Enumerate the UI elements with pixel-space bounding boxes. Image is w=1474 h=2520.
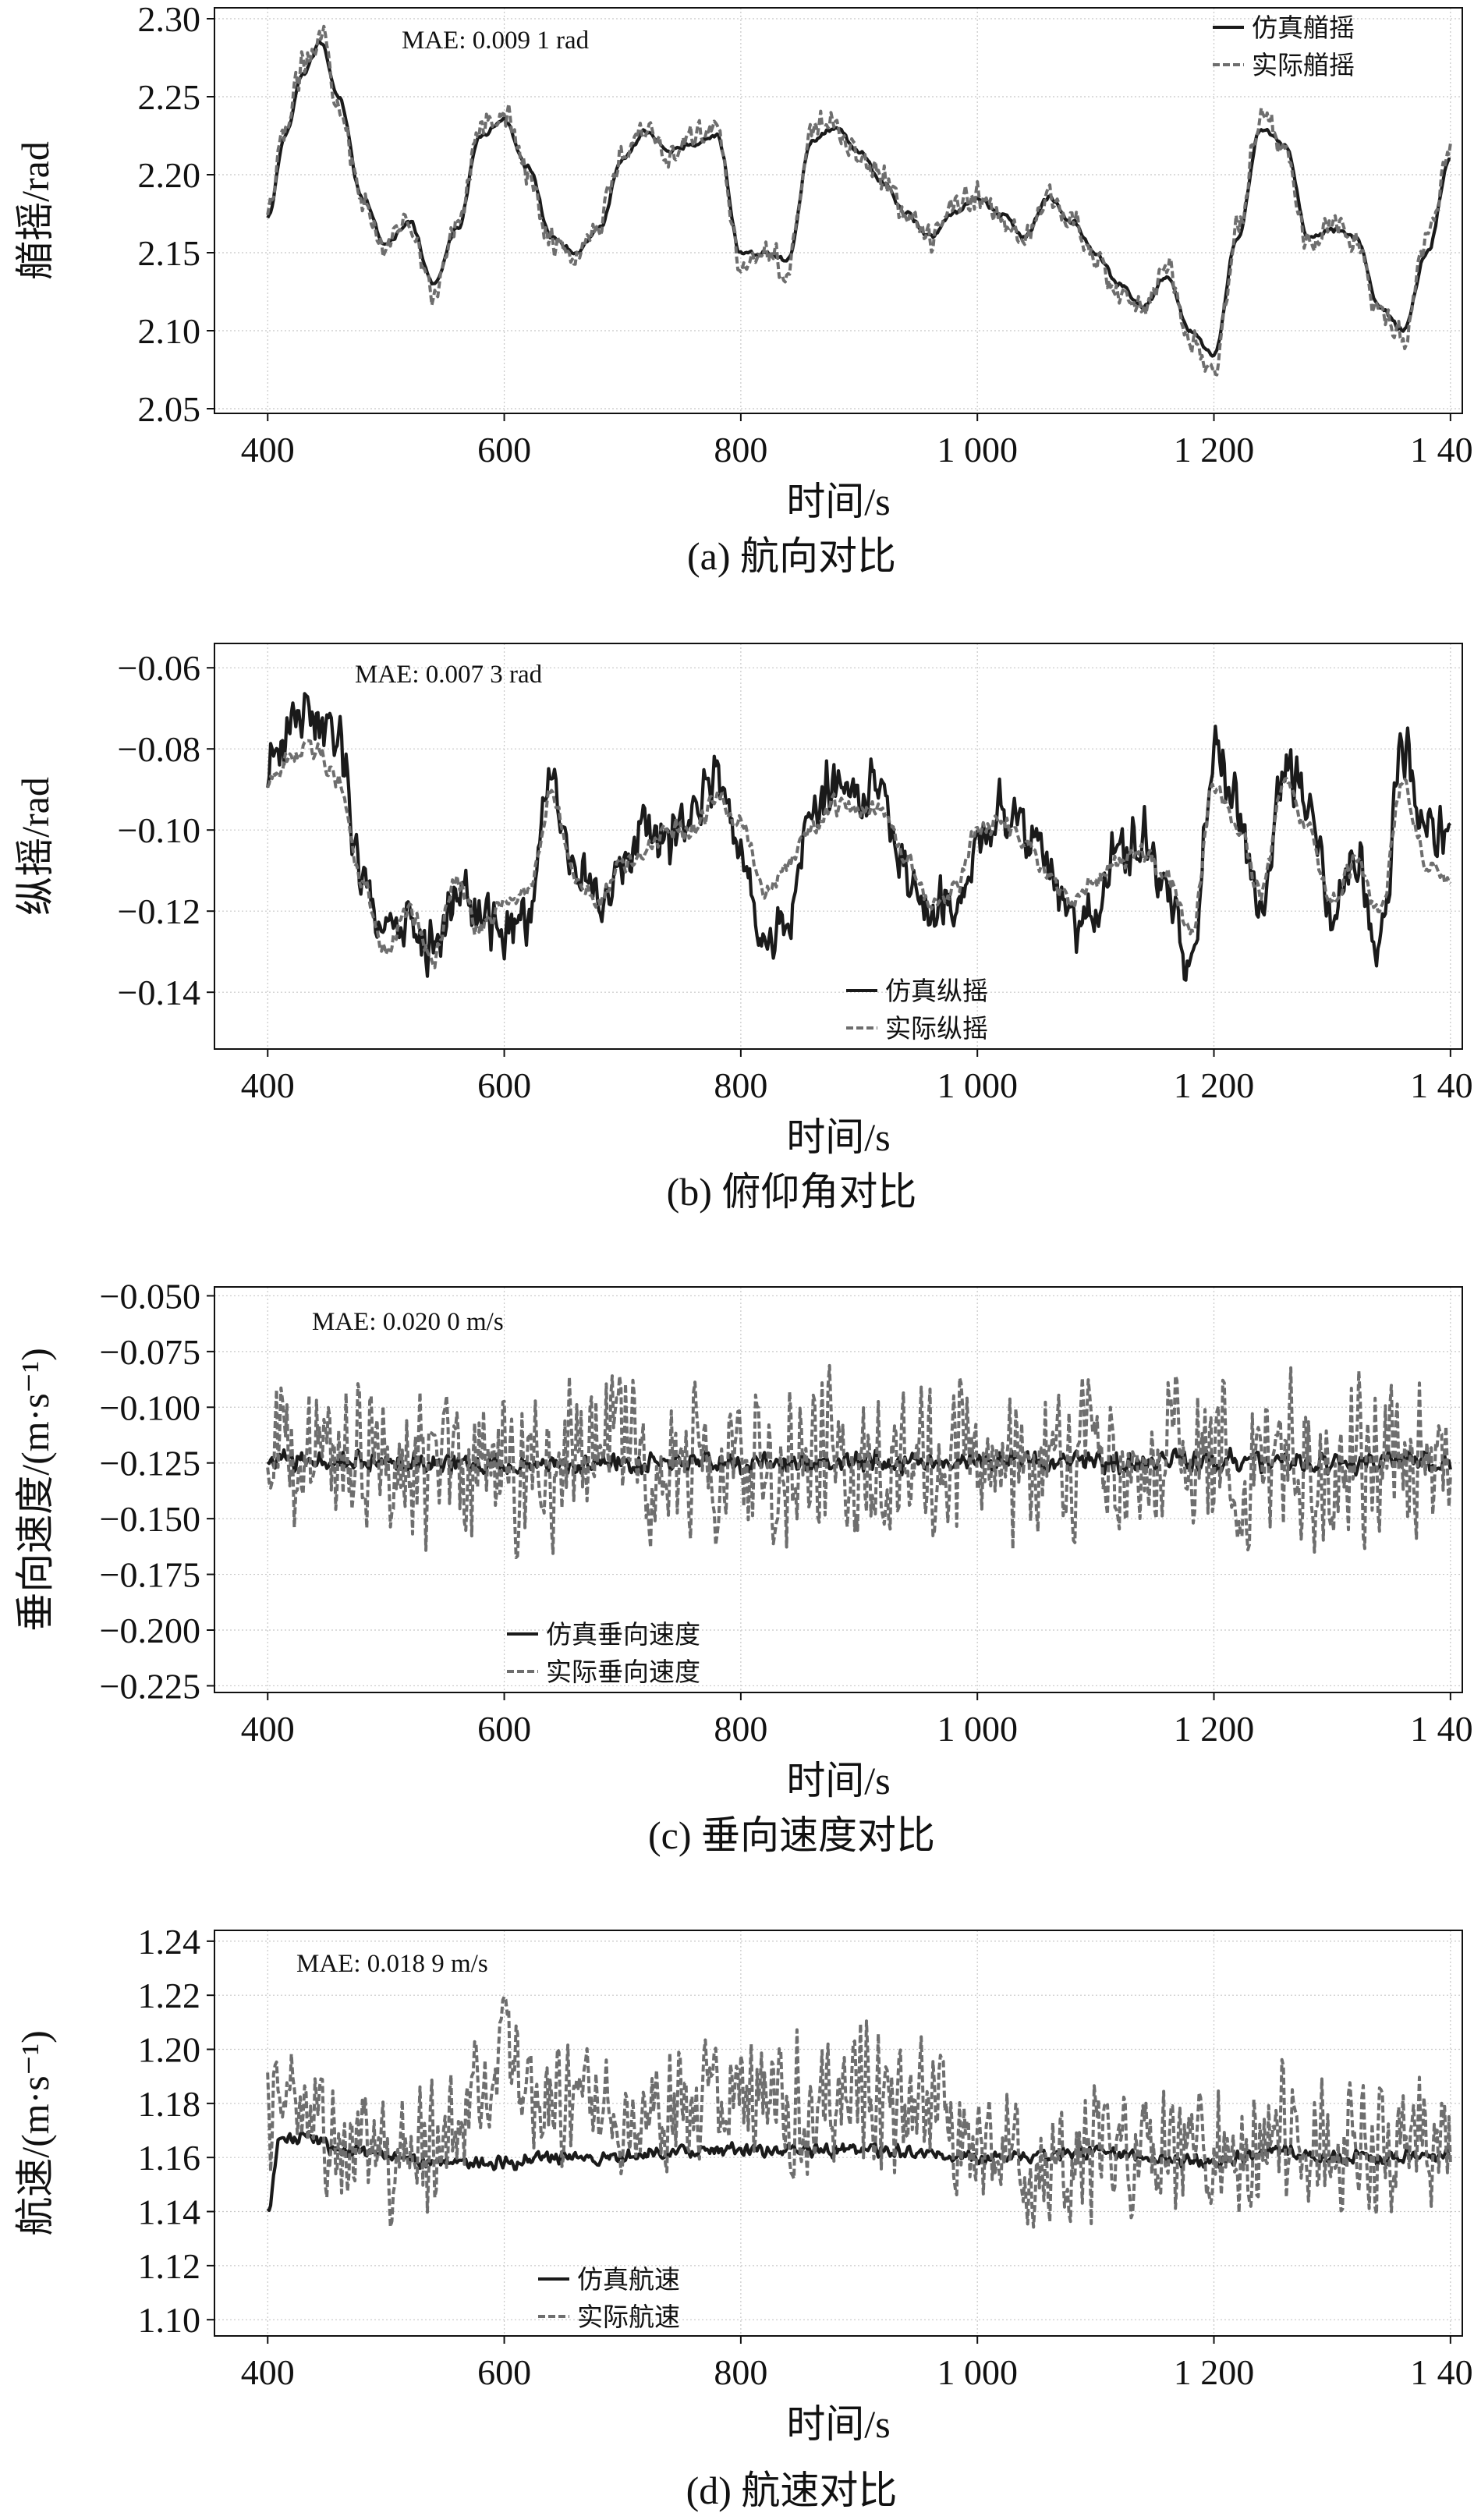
chart-panel-c: 400 600 800 1 000 1 200 1 400 −0.225 −0.200 −0.1… <box>13 1276 1474 1857</box>
legend-label: 仿真垂向速度 <box>546 1621 700 1650</box>
y-axis-label: 艏摇/rad <box>13 141 57 280</box>
x-tick-label: 1 200 <box>1174 2352 1255 2392</box>
x-axis-label: 时间/s <box>786 2402 890 2446</box>
legend-label: 仿真艏摇 <box>1252 14 1355 43</box>
plot-frame <box>214 7 1463 414</box>
y-tick-label: 1.18 <box>138 2084 201 2124</box>
y-tick-label: 2.05 <box>138 389 201 429</box>
y-tick-label: −0.06 <box>118 648 200 688</box>
series-line-actual <box>266 1995 1452 2229</box>
x-tick-label: 1 400 <box>1410 1065 1474 1105</box>
x-axis-label: 时间/s <box>786 1759 890 1802</box>
mae-annotation: MAE: 0.020 0 m/s <box>312 1308 504 1336</box>
x-tick-label: 1 200 <box>1174 1065 1255 1105</box>
x-axis-label: 时间/s <box>786 480 890 523</box>
plot-frame <box>214 1286 1463 1693</box>
legend-label: 实际垂向速度 <box>546 1658 700 1687</box>
y-tick-label: −0.10 <box>118 810 200 850</box>
chart-panel-b: 400 600 800 1 000 1 200 1 400 −0.14 −0.12 −0.10 −… <box>13 643 1474 1214</box>
legend-label: 实际艏摇 <box>1252 51 1355 80</box>
x-tick-label: 400 <box>241 1709 295 1749</box>
y-tick-label: 1.10 <box>138 2300 201 2340</box>
y-tick-label: −0.125 <box>100 1444 200 1483</box>
y-tick-label: 1.16 <box>138 2138 201 2178</box>
y-axis-label: 纵摇/rad <box>13 777 57 916</box>
series-line-actual <box>266 1363 1452 1559</box>
y-tick-label: −0.175 <box>100 1555 200 1595</box>
panel-caption: (c) 垂向速度对比 <box>648 1813 935 1857</box>
mae-annotation: MAE: 0.018 9 m/s <box>296 1950 488 1978</box>
legend-label: 实际航速 <box>577 2303 680 2332</box>
x-tick-label: 1 400 <box>1410 1709 1474 1749</box>
x-tick-label: 800 <box>714 430 767 470</box>
x-tick-label: 400 <box>241 1065 295 1105</box>
series-line-actual <box>266 24 1452 377</box>
plot-frame <box>214 643 1463 1050</box>
x-tick-label: 1 000 <box>937 1709 1018 1749</box>
x-tick-label: 1 000 <box>937 1065 1018 1105</box>
x-tick-label: 600 <box>477 1065 531 1105</box>
y-tick-label: 2.10 <box>138 311 201 351</box>
x-tick-label: 1 400 <box>1410 430 1474 470</box>
x-axis-label: 时间/s <box>786 1115 890 1159</box>
x-tick-label: 1 000 <box>937 430 1018 470</box>
y-tick-label: 1.12 <box>138 2246 201 2286</box>
mae-annotation: MAE: 0.007 3 rad <box>355 661 543 689</box>
y-tick-label: −0.12 <box>118 891 200 931</box>
y-tick-label: −0.14 <box>118 973 200 1012</box>
y-tick-label: 1.20 <box>138 2030 201 2070</box>
panel-caption: (b) 俯仰角对比 <box>667 1170 917 1214</box>
x-tick-label: 1 400 <box>1410 2352 1474 2392</box>
x-tick-label: 400 <box>241 430 295 470</box>
x-tick-label: 1 200 <box>1174 430 1255 470</box>
x-tick-label: 400 <box>241 2352 295 2392</box>
y-tick-label: 2.25 <box>138 77 201 117</box>
y-tick-label: 1.14 <box>138 2192 201 2232</box>
series-line-simulated <box>266 692 1452 982</box>
series-line-actual <box>266 739 1452 969</box>
legend-label: 实际纵摇 <box>885 1015 988 1044</box>
x-tick-label: 600 <box>477 2352 531 2392</box>
plot-frame <box>214 1930 1463 2337</box>
panel-caption: (d) 航速对比 <box>686 2469 898 2512</box>
y-tick-label: −0.050 <box>100 1276 200 1316</box>
series-line-simulated <box>266 40 1451 358</box>
panel-caption: (a) 航向对比 <box>687 534 896 578</box>
x-tick-label: 600 <box>477 430 531 470</box>
mae-annotation: MAE: 0.009 1 rad <box>402 27 590 55</box>
y-tick-label: −0.150 <box>100 1499 200 1539</box>
legend-label: 仿真纵摇 <box>885 977 988 1006</box>
y-tick-label: −0.08 <box>118 729 200 769</box>
legend-label: 仿真航速 <box>577 2266 680 2295</box>
y-axis-label: 垂向速度/(m·s⁻¹) <box>13 1348 57 1632</box>
y-tick-label: 2.30 <box>138 0 201 39</box>
y-tick-label: 1.24 <box>138 1922 201 1962</box>
y-tick-label: 2.15 <box>138 233 201 273</box>
x-tick-label: 800 <box>714 2352 767 2392</box>
chart-panel-d: 400 600 800 1 000 1 200 1 400 1.10 1.12 1.14 1.16… <box>13 1922 1474 2512</box>
x-tick-label: 1 200 <box>1174 1709 1255 1749</box>
y-tick-label: −0.225 <box>100 1666 200 1706</box>
x-tick-label: 600 <box>477 1709 531 1749</box>
y-tick-label: −0.200 <box>100 1611 200 1650</box>
x-tick-label: 800 <box>714 1065 767 1105</box>
x-tick-label: 800 <box>714 1709 767 1749</box>
y-axis-label: 航速/(m·s⁻¹) <box>13 2030 57 2236</box>
y-tick-label: 2.20 <box>138 155 201 195</box>
y-tick-label: 1.22 <box>138 1976 201 2015</box>
x-tick-label: 1 000 <box>937 2352 1018 2392</box>
y-tick-label: −0.100 <box>100 1388 200 1427</box>
y-tick-label: −0.075 <box>100 1332 200 1372</box>
chart-panel-a: 400 600 800 1 000 1 200 1 400 2.05 2.10 2.15 2.20… <box>13 0 1474 578</box>
